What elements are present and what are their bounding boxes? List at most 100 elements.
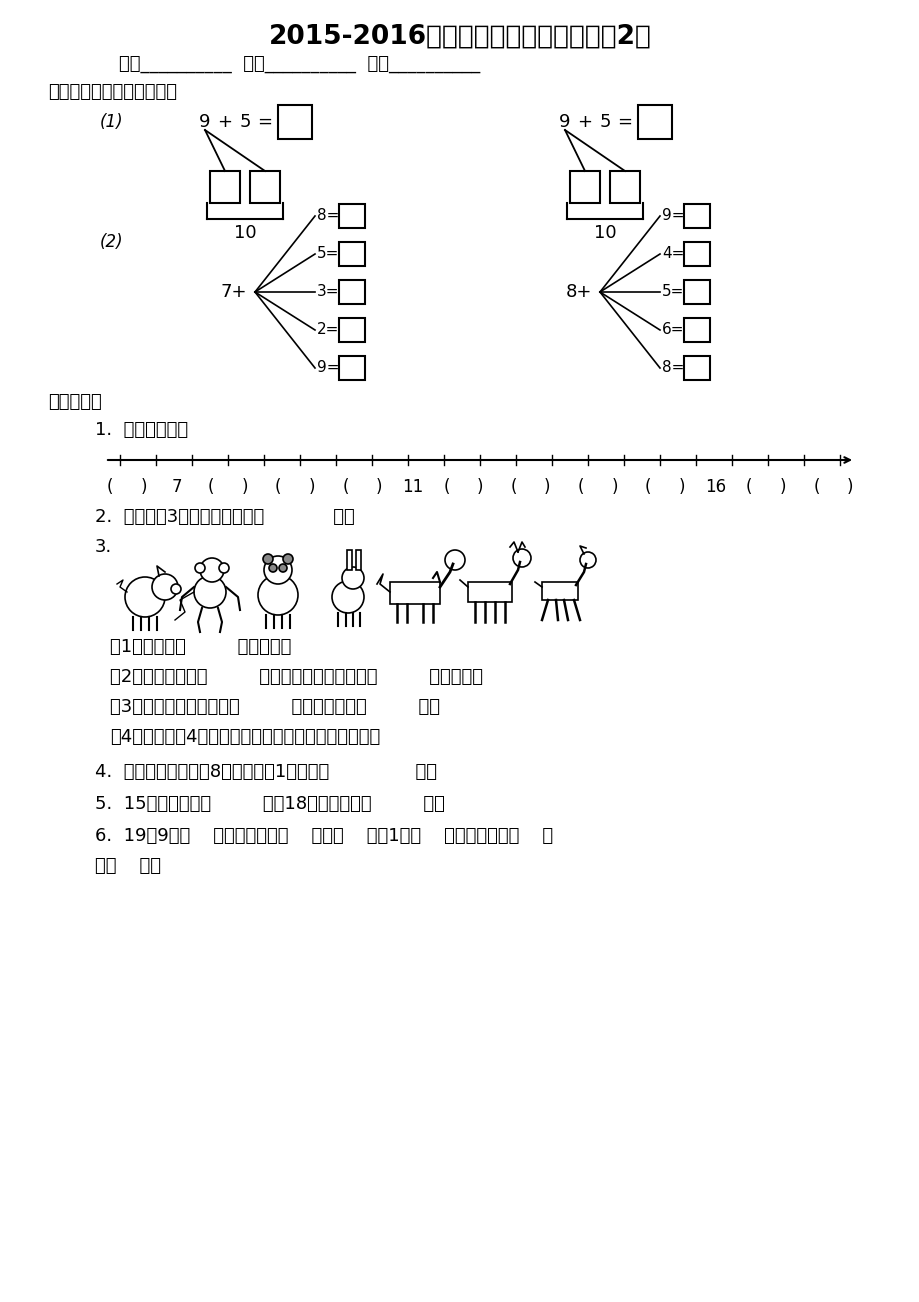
Text: 4.  从右边起第一位是8，第二位是1的数是（               ）。: 4. 从右边起第一位是8，第二位是1的数是（ ）。 bbox=[95, 763, 437, 781]
Text: (: ( bbox=[275, 478, 281, 496]
Text: (: ( bbox=[342, 478, 348, 496]
Text: =: = bbox=[257, 113, 272, 132]
Text: ): ) bbox=[376, 478, 382, 496]
Text: =: = bbox=[617, 113, 632, 132]
Bar bbox=[609, 171, 640, 203]
Text: 10: 10 bbox=[593, 224, 616, 242]
Bar bbox=[683, 318, 709, 342]
Text: ): ) bbox=[476, 478, 482, 496]
Bar bbox=[637, 105, 671, 139]
Text: (: ( bbox=[577, 478, 584, 496]
Bar bbox=[570, 171, 599, 203]
Circle shape bbox=[513, 549, 530, 566]
Bar bbox=[683, 242, 709, 266]
Text: 9: 9 bbox=[559, 113, 570, 132]
Bar bbox=[390, 582, 439, 604]
Text: （1）一共有（         ）只动物。: （1）一共有（ ）只动物。 bbox=[110, 638, 291, 656]
Text: 一、在口里填上适当的数。: 一、在口里填上适当的数。 bbox=[48, 83, 176, 102]
Bar bbox=[338, 355, 365, 380]
Text: 5.  15前面的数是（         ），18后面的数是（         ）。: 5. 15前面的数是（ ），18后面的数是（ ）。 bbox=[95, 796, 445, 812]
Text: 11: 11 bbox=[402, 478, 423, 496]
Circle shape bbox=[219, 562, 229, 573]
Text: 2.  一个十和3个一组成的数是（            ）。: 2. 一个十和3个一组成的数是（ ）。 bbox=[95, 508, 355, 526]
Text: ): ) bbox=[610, 478, 618, 496]
Text: (: ( bbox=[208, 478, 214, 496]
Bar bbox=[541, 582, 577, 600]
Text: 3=: 3= bbox=[317, 285, 339, 299]
Circle shape bbox=[257, 575, 298, 615]
Text: 5=: 5= bbox=[317, 246, 339, 262]
Bar bbox=[683, 355, 709, 380]
Text: ): ) bbox=[845, 478, 852, 496]
Text: 9=: 9= bbox=[317, 361, 339, 375]
Text: （2）马的前面有（         ）只动物，马的后面有（         ）只动物。: （2）马的前面有（ ）只动物，马的后面有（ ）只动物。 bbox=[110, 668, 482, 686]
Text: ): ) bbox=[308, 478, 314, 496]
Text: 4=: 4= bbox=[662, 246, 684, 262]
Circle shape bbox=[125, 577, 165, 617]
Text: (: ( bbox=[107, 478, 113, 496]
Text: +: + bbox=[577, 113, 592, 132]
Text: （4）把右数第4只动物圈起来，第六只动物涂上颜色。: （4）把右数第4只动物圈起来，第六只动物涂上颜色。 bbox=[110, 728, 380, 746]
Text: 二、填空。: 二、填空。 bbox=[48, 393, 102, 411]
Text: 学校__________  班级__________  姓名__________: 学校__________ 班级__________ 姓名__________ bbox=[119, 55, 480, 73]
Bar bbox=[210, 171, 240, 203]
Bar bbox=[278, 105, 312, 139]
Text: 10: 10 bbox=[233, 224, 256, 242]
Text: ): ) bbox=[543, 478, 550, 496]
Text: 8+: 8+ bbox=[565, 283, 591, 301]
Circle shape bbox=[283, 553, 292, 564]
Text: +: + bbox=[217, 113, 233, 132]
Text: 3.: 3. bbox=[95, 538, 112, 556]
Circle shape bbox=[445, 549, 464, 570]
Bar bbox=[346, 549, 352, 570]
Circle shape bbox=[194, 575, 226, 608]
Text: 6=: 6= bbox=[662, 323, 684, 337]
Text: (: ( bbox=[745, 478, 752, 496]
Circle shape bbox=[268, 564, 277, 572]
Circle shape bbox=[152, 574, 177, 600]
Text: 9: 9 bbox=[199, 113, 210, 132]
Text: 5=: 5= bbox=[662, 285, 684, 299]
Text: 9=: 9= bbox=[662, 208, 684, 224]
Text: ): ) bbox=[141, 478, 147, 496]
Text: 2015-2016学年一数上册期末测试卷（2）: 2015-2016学年一数上册期末测试卷（2） bbox=[268, 23, 651, 49]
Bar bbox=[356, 549, 360, 570]
Bar bbox=[338, 318, 365, 342]
Text: 8=: 8= bbox=[317, 208, 339, 224]
Circle shape bbox=[171, 585, 181, 594]
Bar bbox=[338, 280, 365, 303]
Text: （3）从左数起猴子排第（         ），大象排第（         ）。: （3）从左数起猴子排第（ ），大象排第（ ）。 bbox=[110, 698, 439, 716]
Circle shape bbox=[264, 556, 291, 585]
Text: ): ) bbox=[241, 478, 247, 496]
Text: (: ( bbox=[510, 478, 516, 496]
Bar bbox=[250, 171, 279, 203]
Text: (: ( bbox=[644, 478, 651, 496]
Circle shape bbox=[278, 564, 287, 572]
Text: 1.  按顺序填数。: 1. 按顺序填数。 bbox=[95, 421, 187, 439]
Circle shape bbox=[342, 566, 364, 589]
Bar bbox=[338, 204, 365, 228]
Text: (: ( bbox=[812, 478, 819, 496]
Text: 6.  19的9在（    ）位上，表示（    ）个（    ），1在（    ）位上，表示（    ）: 6. 19的9在（ ）位上，表示（ ）个（ ），1在（ ）位上，表示（ ） bbox=[95, 827, 552, 845]
Text: 2=: 2= bbox=[317, 323, 339, 337]
Bar bbox=[683, 280, 709, 303]
Bar bbox=[468, 582, 512, 602]
Circle shape bbox=[579, 552, 596, 568]
Text: 个（    ）。: 个（ ）。 bbox=[95, 857, 161, 875]
Circle shape bbox=[332, 581, 364, 613]
Text: 5: 5 bbox=[239, 113, 251, 132]
Text: 7: 7 bbox=[172, 478, 182, 496]
Circle shape bbox=[195, 562, 205, 573]
Text: 7+: 7+ bbox=[221, 283, 246, 301]
Circle shape bbox=[199, 559, 223, 582]
Text: (: ( bbox=[443, 478, 449, 496]
Text: (2): (2) bbox=[100, 233, 123, 251]
Text: 8=: 8= bbox=[662, 361, 684, 375]
Text: 5: 5 bbox=[598, 113, 610, 132]
Text: 16: 16 bbox=[704, 478, 725, 496]
Text: ): ) bbox=[678, 478, 685, 496]
Bar bbox=[683, 204, 709, 228]
Text: (1): (1) bbox=[100, 113, 123, 132]
Bar bbox=[338, 242, 365, 266]
Circle shape bbox=[263, 553, 273, 564]
